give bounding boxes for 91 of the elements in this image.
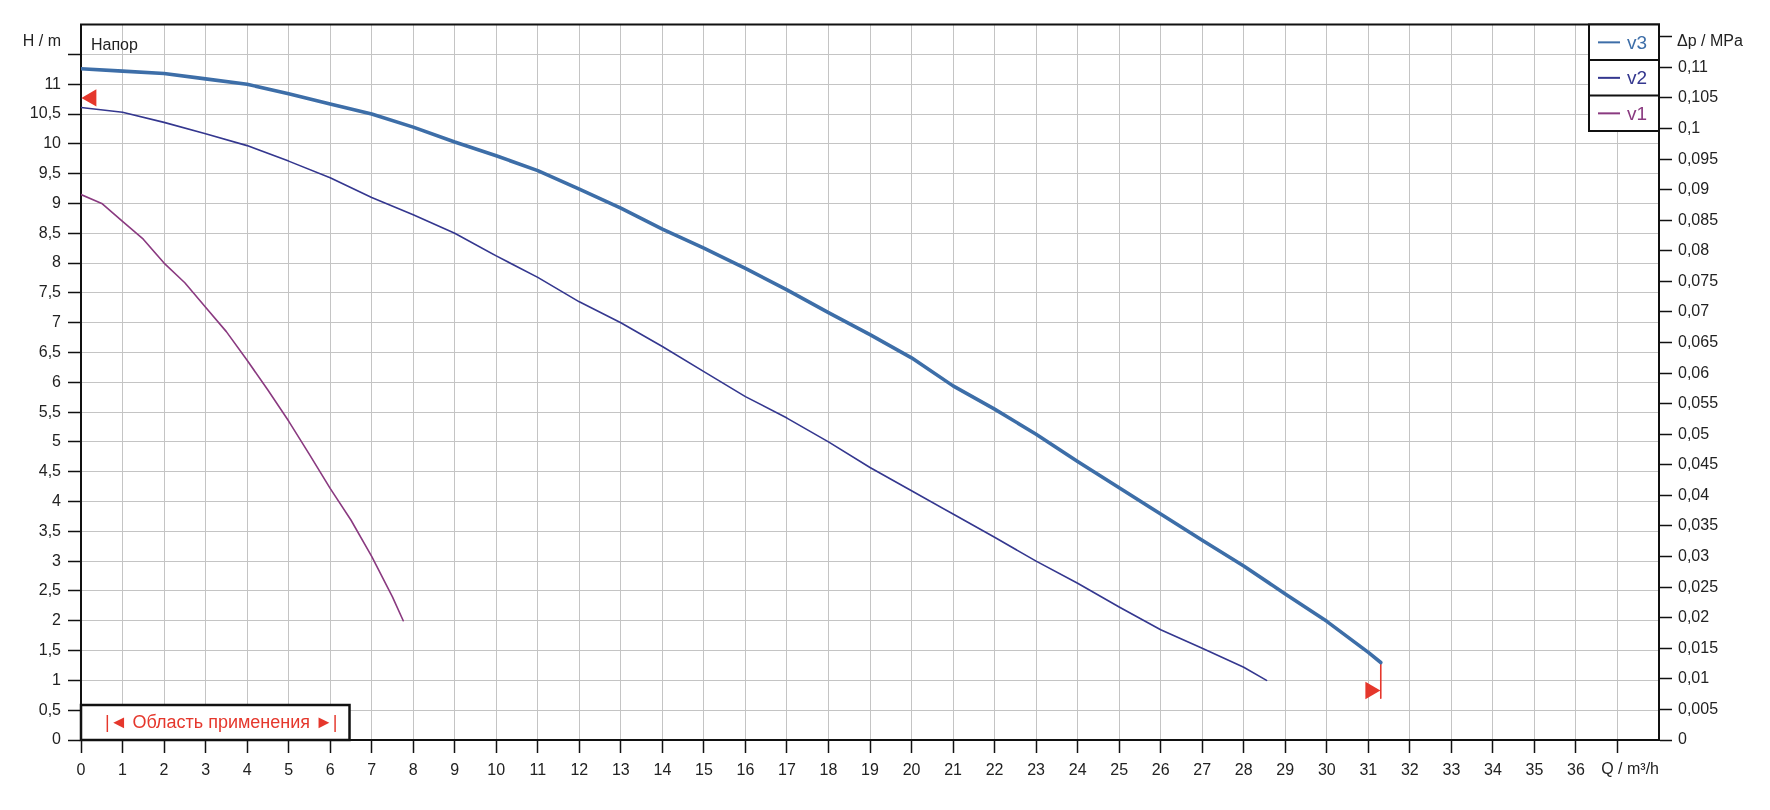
- x-tick-label: 3: [201, 761, 211, 779]
- x-tick-label: 23: [1027, 761, 1046, 779]
- x-tick-label: 19: [861, 761, 879, 779]
- y-tick-label: 0: [52, 730, 62, 748]
- legend-label: v1: [1627, 102, 1648, 124]
- y2-tick-label: 0,045: [1678, 455, 1719, 473]
- y-tick-label: 5,5: [38, 402, 62, 420]
- x-tick-label: 0: [76, 761, 86, 779]
- x-tick-label: 27: [1193, 761, 1212, 779]
- y-tick-label: 2,5: [38, 581, 62, 599]
- x-tick-label: 12: [570, 761, 589, 779]
- y-tick-label: 7,5: [38, 283, 62, 301]
- y-tick-label: 1: [52, 670, 62, 688]
- y2-tick-label: 0,055: [1678, 394, 1719, 412]
- x-tick-label: 16: [736, 761, 755, 779]
- y-tick-label: 8,5: [38, 223, 62, 241]
- x-tick-label: 36: [1567, 761, 1585, 779]
- x-tick-label: 8: [408, 761, 418, 779]
- x-tick-label: 33: [1442, 761, 1461, 779]
- y2-tick-label: 0,015: [1678, 638, 1719, 656]
- legend-label: v2: [1627, 67, 1648, 89]
- y-axis-title: H / m: [22, 32, 61, 50]
- y2-axis-title: Δp / MPa: [1677, 32, 1743, 50]
- y2-tick-label: 0,05: [1678, 424, 1710, 442]
- y2-tick-label: 0: [1678, 730, 1687, 748]
- x-tick-label: 15: [695, 761, 713, 779]
- y-tick-label: 1,5: [38, 640, 62, 658]
- y-tick-label: 11: [44, 74, 62, 92]
- legend-label: v3: [1627, 31, 1648, 53]
- x-tick-label: 7: [367, 761, 377, 779]
- x-tick-label: 29: [1276, 761, 1295, 779]
- y-tick-label: 6: [52, 372, 62, 390]
- x-tick-label: 20: [902, 761, 921, 779]
- x-axis-title: Q / m³/h: [1601, 760, 1659, 778]
- y-tick-label: 9,5: [38, 164, 62, 182]
- x-tick-label: 9: [450, 761, 460, 779]
- y-tick-label: 4,5: [38, 462, 62, 480]
- x-tick-label: 10: [487, 761, 506, 779]
- x-tick-label: 35: [1525, 761, 1544, 779]
- y2-tick-label: 0,105: [1678, 88, 1719, 106]
- y-tick-label: 3,5: [38, 521, 62, 539]
- y-tick-label: 8: [52, 253, 62, 271]
- y2-tick-label: 0,06: [1678, 363, 1710, 381]
- annotation: Напор: [91, 36, 139, 54]
- y2-tick-label: 0,035: [1678, 516, 1719, 534]
- y-tick-label: 9: [52, 193, 62, 211]
- x-tick-label: 28: [1234, 761, 1253, 779]
- y-tick-label: 10,5: [29, 104, 62, 122]
- x-tick-label: 5: [284, 761, 294, 779]
- y2-tick-label: 0,09: [1678, 180, 1710, 198]
- y2-tick-label: 0,1: [1678, 118, 1701, 136]
- y-tick-label: 7: [52, 313, 62, 331]
- x-tick-label: 13: [611, 761, 630, 779]
- x-tick-label: 25: [1110, 761, 1129, 779]
- y2-tick-label: 0,005: [1678, 699, 1719, 717]
- y2-tick-label: 0,01: [1678, 669, 1710, 687]
- y-tick-label: 6,5: [38, 342, 62, 360]
- x-tick-label: 34: [1484, 761, 1502, 779]
- y-tick-label: 3: [52, 551, 62, 569]
- y2-tick-label: 0,075: [1678, 271, 1719, 289]
- x-tick-label: 1: [118, 761, 128, 779]
- x-tick-label: 32: [1400, 761, 1419, 779]
- x-tick-label: 31: [1359, 761, 1378, 779]
- x-tick-label: 2: [159, 761, 169, 779]
- x-tick-label: 4: [242, 761, 252, 779]
- x-tick-label: 24: [1068, 761, 1087, 779]
- y2-tick-label: 0,08: [1678, 241, 1710, 259]
- x-tick-label: 22: [985, 761, 1004, 779]
- y2-tick-label: 0,085: [1678, 210, 1719, 228]
- y2-tick-label: 0,095: [1678, 149, 1719, 167]
- x-tick-label: 11: [529, 761, 547, 779]
- y2-tick-label: 0,07: [1678, 302, 1710, 320]
- y2-tick-label: 0,02: [1678, 608, 1710, 626]
- y-tick-label: 10: [43, 134, 62, 152]
- x-tick-label: 14: [653, 761, 672, 779]
- x-tick-label: 30: [1317, 761, 1336, 779]
- x-tick-label: 17: [778, 761, 796, 779]
- y-tick-label: 4: [52, 491, 62, 509]
- y2-tick-label: 0,025: [1678, 577, 1719, 595]
- x-tick-label: 6: [325, 761, 335, 779]
- x-tick-label: 18: [819, 761, 838, 779]
- x-tick-label: 21: [944, 761, 963, 779]
- y2-tick-label: 0,11: [1678, 57, 1709, 75]
- y-tick-label: 5: [52, 432, 62, 450]
- y2-tick-label: 0,03: [1678, 546, 1710, 564]
- y-tick-label: 0,5: [38, 700, 62, 718]
- y2-tick-label: 0,065: [1678, 332, 1719, 350]
- y2-tick-label: 0,04: [1678, 485, 1710, 503]
- y-tick-label: 2: [52, 611, 62, 629]
- annotation: |◄ Область применения ►|: [105, 712, 338, 733]
- x-tick-label: 26: [1151, 761, 1170, 779]
